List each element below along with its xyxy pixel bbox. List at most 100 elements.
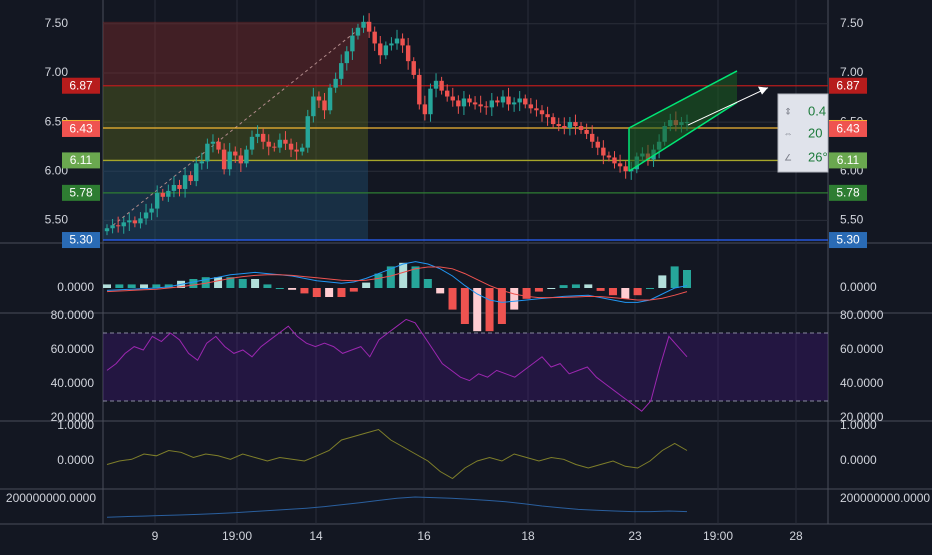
measure-bars-value: 20 xyxy=(808,125,822,140)
candle-body xyxy=(400,38,405,46)
macd-hist-bar xyxy=(115,284,124,288)
projection-arrow-line xyxy=(687,87,769,126)
channel-upper-line xyxy=(628,70,738,129)
candle-body xyxy=(210,141,216,144)
macd-hist-bar xyxy=(510,288,519,310)
candle-body xyxy=(166,190,171,197)
rsi-line xyxy=(106,318,688,412)
macd-hist-bar xyxy=(485,288,494,332)
candle-body xyxy=(467,98,472,103)
time-axis-tick: 9 xyxy=(152,529,159,543)
candle-body xyxy=(506,96,511,105)
candle-body xyxy=(132,220,138,224)
candle-body xyxy=(260,133,266,142)
candle-body xyxy=(221,149,227,170)
macd-hist-bar xyxy=(226,277,235,288)
macd-hist-bar xyxy=(275,288,284,289)
candle-body xyxy=(405,45,411,62)
macd-hist-bar xyxy=(411,266,420,288)
price-level-badge-left-label: 5.78 xyxy=(69,186,93,200)
candle-body xyxy=(299,147,305,152)
price-level-badge-right xyxy=(829,77,867,94)
candle-body xyxy=(311,96,316,117)
candle-body xyxy=(411,61,416,75)
time-axis-tick: 19:00 xyxy=(703,529,733,543)
candle-body xyxy=(205,143,210,162)
candle-body xyxy=(238,155,244,164)
measure-info-box[interactable]: ⇕ 0.4 ⇔ 20 ∠ 26° xyxy=(777,93,829,173)
macd-hist-bar xyxy=(658,275,667,288)
candle-body xyxy=(294,149,299,152)
measure-angle-value: 26° xyxy=(808,149,828,164)
macd-axis-tick-right: 0.0000 xyxy=(840,280,877,294)
macd-hist-bar xyxy=(251,279,260,288)
candle-body xyxy=(249,136,255,150)
price-level-badge-left xyxy=(62,184,100,201)
oscillator-axis-tick-left: 0.0000 xyxy=(57,453,94,467)
signal-line xyxy=(106,266,688,301)
rsi-axis-tick-right: 80.0000 xyxy=(840,308,884,322)
candle-body xyxy=(417,74,422,105)
fib-trend-dashed xyxy=(112,21,369,226)
oscillator-axis-tick-right: 0.0000 xyxy=(840,453,877,467)
price-level-badge-left xyxy=(62,152,100,169)
candle-body xyxy=(595,141,600,148)
candle-body xyxy=(316,96,322,101)
price-level-badge-right xyxy=(829,232,867,249)
candle-body xyxy=(327,87,333,111)
candles-group xyxy=(104,13,690,236)
rsi-axis-tick-left: 60.0000 xyxy=(51,342,95,356)
oscillator-line xyxy=(106,428,688,480)
candle-body xyxy=(355,27,361,36)
candle-body xyxy=(171,184,177,191)
zone-box-blue xyxy=(103,160,368,241)
price-level-badge-right xyxy=(829,120,867,137)
volume-axis-tick-right: 200000000.0000 xyxy=(840,491,930,505)
oscillator-axis-tick-right: 1.0000 xyxy=(840,418,877,432)
price-axis-tick-right: 7.50 xyxy=(840,16,864,30)
candle-body xyxy=(138,218,143,224)
price-level-badge-right-label: 5.78 xyxy=(836,186,860,200)
candle-body xyxy=(539,110,545,115)
candle-body xyxy=(182,175,188,189)
candle-body xyxy=(154,192,160,209)
candle-body xyxy=(350,35,355,52)
candle-body xyxy=(272,146,277,148)
time-axis-tick: 14 xyxy=(309,529,323,543)
macd-hist-bar xyxy=(238,279,247,288)
candle-body xyxy=(194,163,199,182)
candle-body xyxy=(428,88,433,115)
candle-body xyxy=(589,133,595,142)
volume-axis-tick-left: 200000000.0000 xyxy=(6,491,96,505)
measure-price-change-value: 0.4 xyxy=(808,103,826,118)
candle-body xyxy=(534,108,539,111)
candle-body xyxy=(550,117,556,125)
price-level-badge-left xyxy=(62,120,100,137)
macd-hist-bar xyxy=(362,282,371,288)
candle-body xyxy=(104,228,110,232)
candle-body xyxy=(439,80,444,91)
macd-line xyxy=(106,261,688,303)
candle-body xyxy=(160,192,165,197)
candle-body xyxy=(489,100,495,108)
candle-body xyxy=(422,104,428,115)
macd-hist-bar xyxy=(522,288,531,299)
candle-body xyxy=(500,96,506,103)
candle-body xyxy=(344,51,350,64)
volume-line xyxy=(106,496,688,518)
candle-body xyxy=(288,143,294,150)
macd-hist-bar xyxy=(399,262,408,288)
candle-body xyxy=(567,122,573,128)
candle-body xyxy=(333,78,338,88)
macd-hist-bar xyxy=(559,285,568,288)
price-axis-tick-left: 7.50 xyxy=(45,16,69,30)
time-axis-tick: 23 xyxy=(628,529,642,543)
macd-hist-bar xyxy=(473,288,482,332)
angle-icon: ∠ xyxy=(784,152,792,162)
candle-body xyxy=(305,116,310,148)
rsi-axis-tick-right: 40.0000 xyxy=(840,376,884,390)
candle-body xyxy=(528,104,534,109)
macd-hist-bar xyxy=(460,288,469,324)
macd-hist-bar xyxy=(584,284,593,288)
